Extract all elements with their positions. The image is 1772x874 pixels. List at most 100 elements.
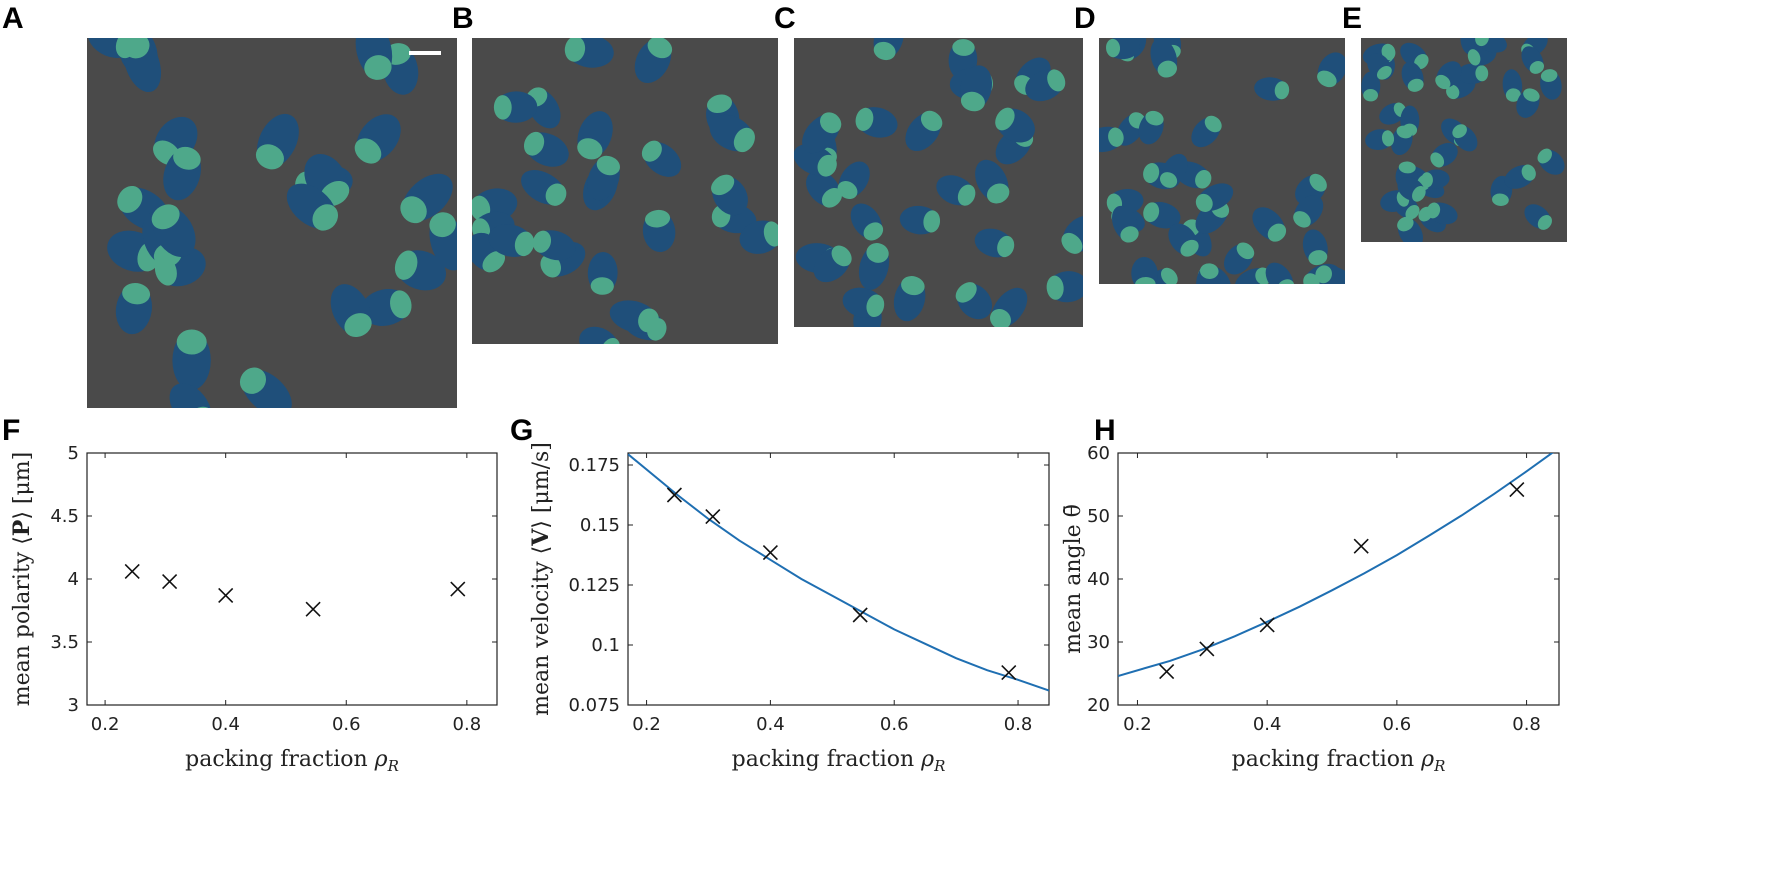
x-axis-label: packing fraction ρR [1232, 747, 1446, 775]
polarity-cap [1061, 232, 1083, 254]
cell [850, 203, 884, 241]
y-tick-label: 0.075 [568, 695, 620, 716]
cell [429, 212, 457, 271]
cell [1111, 205, 1139, 243]
polarity-cap [429, 212, 456, 238]
polarity-cap [122, 282, 151, 305]
simulation-snapshot-e [1361, 38, 1567, 242]
data-point-marker [1259, 617, 1275, 633]
polarity-cap [1160, 267, 1178, 284]
cell [1302, 229, 1328, 266]
cell [806, 170, 842, 208]
cell [641, 140, 682, 177]
cell [858, 243, 890, 290]
polarity-cap [1505, 88, 1521, 102]
polarity-cap [590, 277, 614, 295]
polarity-cap [1381, 130, 1395, 147]
polarity-cap [863, 222, 884, 241]
x-tick-label: 0.4 [756, 714, 785, 735]
x-tick-label: 0.2 [1123, 714, 1152, 735]
polarity-cap [920, 110, 943, 132]
fit-curve [1118, 453, 1554, 677]
cell [634, 38, 673, 84]
polarity-cap [1467, 49, 1481, 66]
y-tick-label: 50 [1087, 506, 1110, 527]
polarity-cap [1492, 193, 1509, 206]
polarity-cap [1452, 124, 1467, 139]
polarity-cap [957, 184, 976, 206]
cell [1315, 265, 1345, 284]
data-point-marker [705, 509, 721, 525]
y-tick-label: 0.1 [591, 635, 620, 656]
cell [564, 38, 614, 68]
y-tick-label: 5 [68, 443, 79, 464]
cell [239, 367, 292, 408]
cell [1400, 42, 1429, 70]
polarity-cap [1047, 69, 1066, 92]
cell [1025, 69, 1066, 102]
polarity-cap [1381, 43, 1396, 61]
polarity-cap [986, 183, 1010, 204]
cell [1131, 257, 1158, 284]
cell [521, 170, 567, 206]
cell [255, 113, 299, 170]
x-tick-label: 0.2 [91, 714, 120, 735]
cell [1254, 77, 1290, 101]
x-tick-label: 0.6 [332, 714, 361, 735]
polarity-cap [647, 38, 673, 59]
polarity-cap [151, 204, 180, 230]
y-axis-label: mean velocity ⟨V⟩ [μm/s] [528, 442, 554, 716]
cell [1150, 38, 1178, 78]
cell [893, 276, 926, 322]
data-point-marker [1199, 641, 1215, 657]
plot-frame [86, 452, 498, 706]
polarity-cap [1157, 60, 1177, 78]
cell [1223, 242, 1255, 275]
polarity-cap [644, 209, 671, 228]
x-axis-label: packing fraction ρR [185, 747, 399, 775]
cell [905, 110, 943, 152]
cell [577, 111, 613, 160]
plot-frame [1117, 452, 1560, 706]
cell [1426, 202, 1458, 225]
cell [115, 282, 152, 335]
cell [975, 159, 1010, 204]
cell [1191, 115, 1222, 148]
y-tick-label: 0.125 [568, 575, 620, 596]
panel-label-b: B [452, 2, 474, 35]
polarity-cap [831, 245, 852, 267]
cell [855, 107, 898, 138]
polarity-cap [400, 196, 427, 224]
polarity-cap [733, 127, 755, 153]
x-axis-label: packing fraction ρR [732, 747, 946, 775]
y-tick-label: 0.175 [568, 455, 620, 476]
cell [1397, 216, 1423, 242]
x-tick-label: 0.6 [1383, 714, 1412, 735]
polarity-cap [1160, 172, 1178, 188]
cell [813, 245, 852, 283]
cell [151, 204, 196, 257]
y-axis-label: mean polarity ⟨P⟩ [μm] [9, 452, 35, 707]
cell [87, 38, 139, 59]
polarity-cap [394, 250, 418, 280]
simulation-snapshot-a [87, 38, 457, 408]
cell [842, 287, 885, 318]
polarity-cap [1396, 125, 1413, 139]
x-tick-label: 0.8 [453, 714, 482, 735]
polarity-cap [820, 112, 842, 134]
cell [169, 383, 213, 408]
cell [1524, 204, 1552, 230]
polarity-cap [312, 204, 339, 231]
polarity-cap [1274, 81, 1290, 100]
polarity-cap [1421, 172, 1433, 188]
cell [1475, 38, 1507, 53]
y-tick-label: 40 [1087, 569, 1110, 590]
y-tick-label: 3.5 [50, 632, 79, 653]
x-tick-label: 0.4 [211, 714, 240, 735]
panel-label-c: C [774, 2, 796, 35]
y-tick-label: 30 [1087, 632, 1110, 653]
polarity-cap [763, 221, 778, 247]
polarity-cap [239, 367, 267, 394]
cell [1196, 263, 1221, 284]
polarity-cap [1398, 161, 1416, 174]
